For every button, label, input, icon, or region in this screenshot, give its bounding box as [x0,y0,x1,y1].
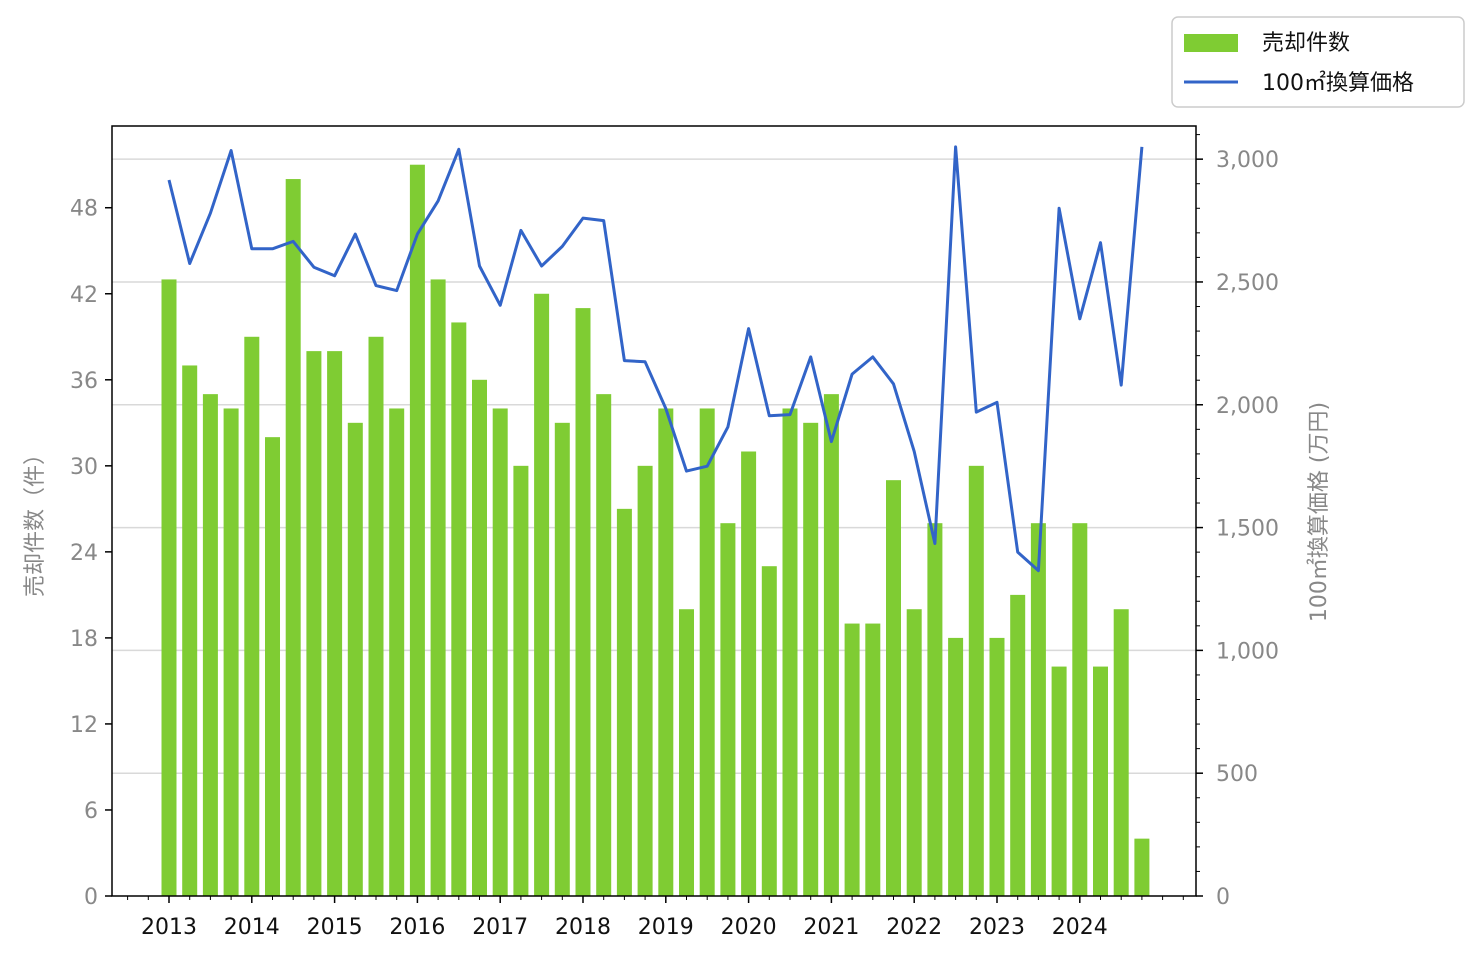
right-tick-label: 2,500 [1216,271,1279,296]
bar [927,523,943,896]
bar [906,609,922,896]
left-tick-label: 24 [70,541,98,566]
bar [596,394,612,896]
left-tick-label: 36 [70,369,98,394]
left-tick-label: 42 [70,283,98,308]
bar [285,179,301,896]
left-tick-label: 18 [70,627,98,652]
right-tick-label: 2,000 [1216,394,1279,419]
bar [409,164,425,896]
bar [554,422,570,896]
bar [492,408,508,896]
price-line-series [167,145,1144,573]
bar [182,365,198,896]
bar [823,394,839,896]
bar [327,351,343,896]
bar [534,293,550,896]
right-axis: 0 500 1,000 1,500 2,000 2,500 3,000 [1196,134,1279,910]
x-tick-label: 2023 [969,915,1025,940]
x-tick-label: 2016 [389,915,445,940]
x-tick-label: 2014 [224,915,280,940]
left-axis: 0 6 12 18 24 30 36 42 48 [70,197,112,910]
x-tick-label: 2017 [472,915,528,940]
bar [989,637,1005,896]
right-axis-label: 100㎡換算価格 (万円) [1306,402,1332,622]
right-tick-label: 500 [1216,762,1258,787]
bar [699,408,715,896]
x-tick-label: 2013 [141,915,197,940]
bar [720,523,736,896]
x-tick-label: 2024 [1052,915,1108,940]
x-tick-label: 2015 [307,915,363,940]
bar [886,480,901,896]
bar [306,351,322,896]
bar [948,637,964,896]
bar [803,422,819,896]
bar [844,623,860,896]
legend: 売却件数 100㎡換算価格 [1171,16,1465,108]
bar [1010,594,1026,896]
bar [616,508,632,896]
bar [223,408,239,896]
bar [389,408,405,896]
bar [161,279,177,896]
left-axis-label: 売却件数（件） [23,443,48,597]
legend-line-label: 100㎡換算価格 [1262,70,1414,96]
bar [1093,666,1108,896]
bar [1051,666,1067,896]
bar [761,566,777,896]
legend-bar-swatch [1184,34,1238,52]
left-tick-label: 12 [70,713,98,738]
right-tick-label: 3,000 [1216,148,1279,173]
bar [658,408,674,896]
x-axis: 2013 2014 2015 2016 2017 2018 2019 2020 2021 2022… [127,896,1184,940]
left-tick-label: 30 [70,455,98,480]
x-tick-label: 2021 [803,915,859,940]
right-tick-label: 1,500 [1216,517,1279,542]
bar [430,279,446,896]
bar [637,465,653,896]
bar [451,322,467,896]
left-tick-label: 6 [84,799,98,824]
legend-box [1171,16,1465,108]
bar [741,451,757,896]
bar-series [161,164,1150,897]
bar [1113,609,1129,896]
bar [368,336,384,897]
bar [1134,838,1150,896]
bar [513,465,529,896]
bar [347,422,363,896]
x-tick-label: 2018 [555,915,611,940]
bar [575,308,591,897]
x-tick-label: 2020 [721,915,777,940]
x-tick-label: 2019 [638,915,694,940]
legend-bar-label: 売却件数 [1262,31,1350,56]
left-tick-label: 48 [70,197,98,222]
bar [244,336,260,897]
bar [202,394,218,896]
bar [679,609,694,896]
plot-frame [111,125,1197,897]
bar [1030,523,1046,896]
right-tick-label: 1,000 [1216,639,1279,664]
bar [472,379,487,896]
bar [782,408,798,896]
bar [968,465,984,896]
bar [265,437,280,896]
right-tick-label: 0 [1216,885,1230,910]
bar [1072,523,1088,896]
bar [865,623,881,896]
x-tick-label: 2022 [886,915,942,940]
left-tick-label: 0 [84,885,98,910]
